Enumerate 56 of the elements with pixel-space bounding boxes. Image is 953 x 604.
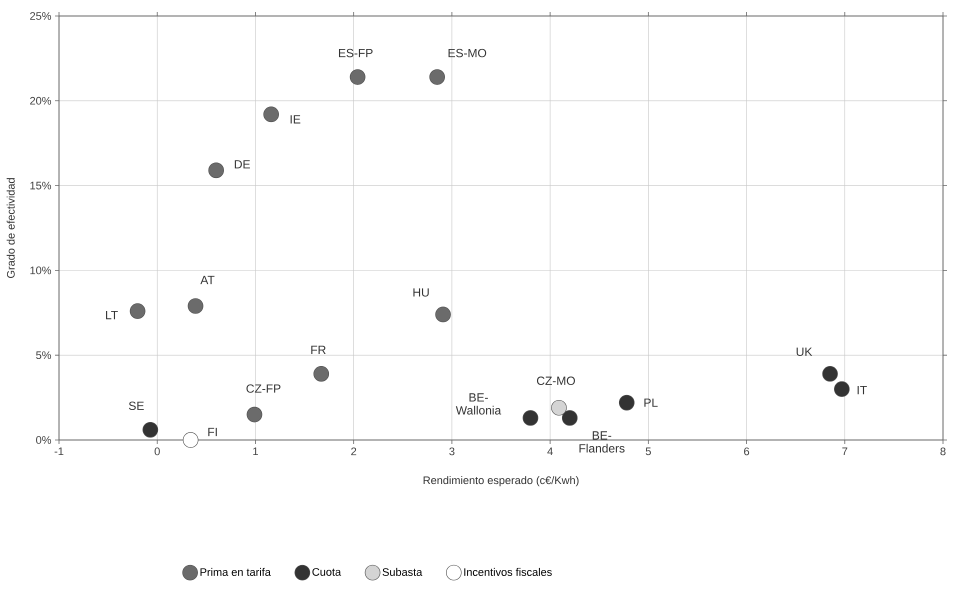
annotation: CZ-MO [536,376,575,385]
y-tick-label: 25% [30,12,52,20]
annotation: FR [311,346,326,354]
point [208,162,224,178]
annotation: PL [644,398,658,407]
y-tick-label: 10% [30,266,52,274]
annotation: HU [413,288,429,297]
point [435,306,451,322]
legend-label: Cuota [312,568,342,576]
y-tick-label: 20% [30,96,52,105]
y-tick-label: 5% [36,351,52,360]
point [130,303,146,319]
point [350,69,366,85]
x-tick-label: 1 [253,448,258,456]
x-tick-label: 7 [842,448,848,456]
x-tick-label: -1 [54,448,64,456]
legend-label: Subasta [382,568,422,576]
annotation: BE-Wallonia [456,393,502,415]
y-tick-label: 15% [30,182,52,190]
annotation: SE [128,402,144,410]
annotation: ES-FP [338,48,373,58]
point [562,410,578,426]
annotation: CZ-FP [246,384,280,393]
x-tick-label: 6 [744,448,750,456]
annotation: FI [208,428,217,436]
point [429,69,445,85]
annotation: BE-Flanders [579,431,625,453]
annotation: ES-MO [448,48,486,58]
x-tick-label: 3 [449,448,454,456]
x-tick-label: 5 [646,448,651,456]
x-axis-title: Rendimiento esperado (c€/Kwh) [424,476,579,486]
point [522,410,538,426]
point [313,366,330,382]
point [822,366,838,382]
point [618,394,635,410]
legend-label: Incentivos fiscales [464,568,552,576]
y-axis-title: Grado de efectividad [6,178,15,278]
point [834,381,850,397]
point [263,106,279,122]
annotation: IE [290,115,300,124]
annotation: DE [234,160,250,168]
point [551,400,567,416]
x-tick-label: 4 [547,448,553,456]
legend-label: Prima en tarifa [200,568,271,576]
annotation: UK [796,348,812,356]
annotation: IT [858,386,867,394]
annotation: AT [200,276,214,284]
point [142,422,158,438]
point [182,432,198,448]
x-tick-label: 8 [940,448,946,456]
y-tick-label: 0% [36,436,52,444]
x-tick-label: 0 [154,448,160,456]
point [246,406,262,422]
point [188,298,204,314]
x-tick-label: 2 [351,448,356,456]
annotation: LT [106,310,118,320]
